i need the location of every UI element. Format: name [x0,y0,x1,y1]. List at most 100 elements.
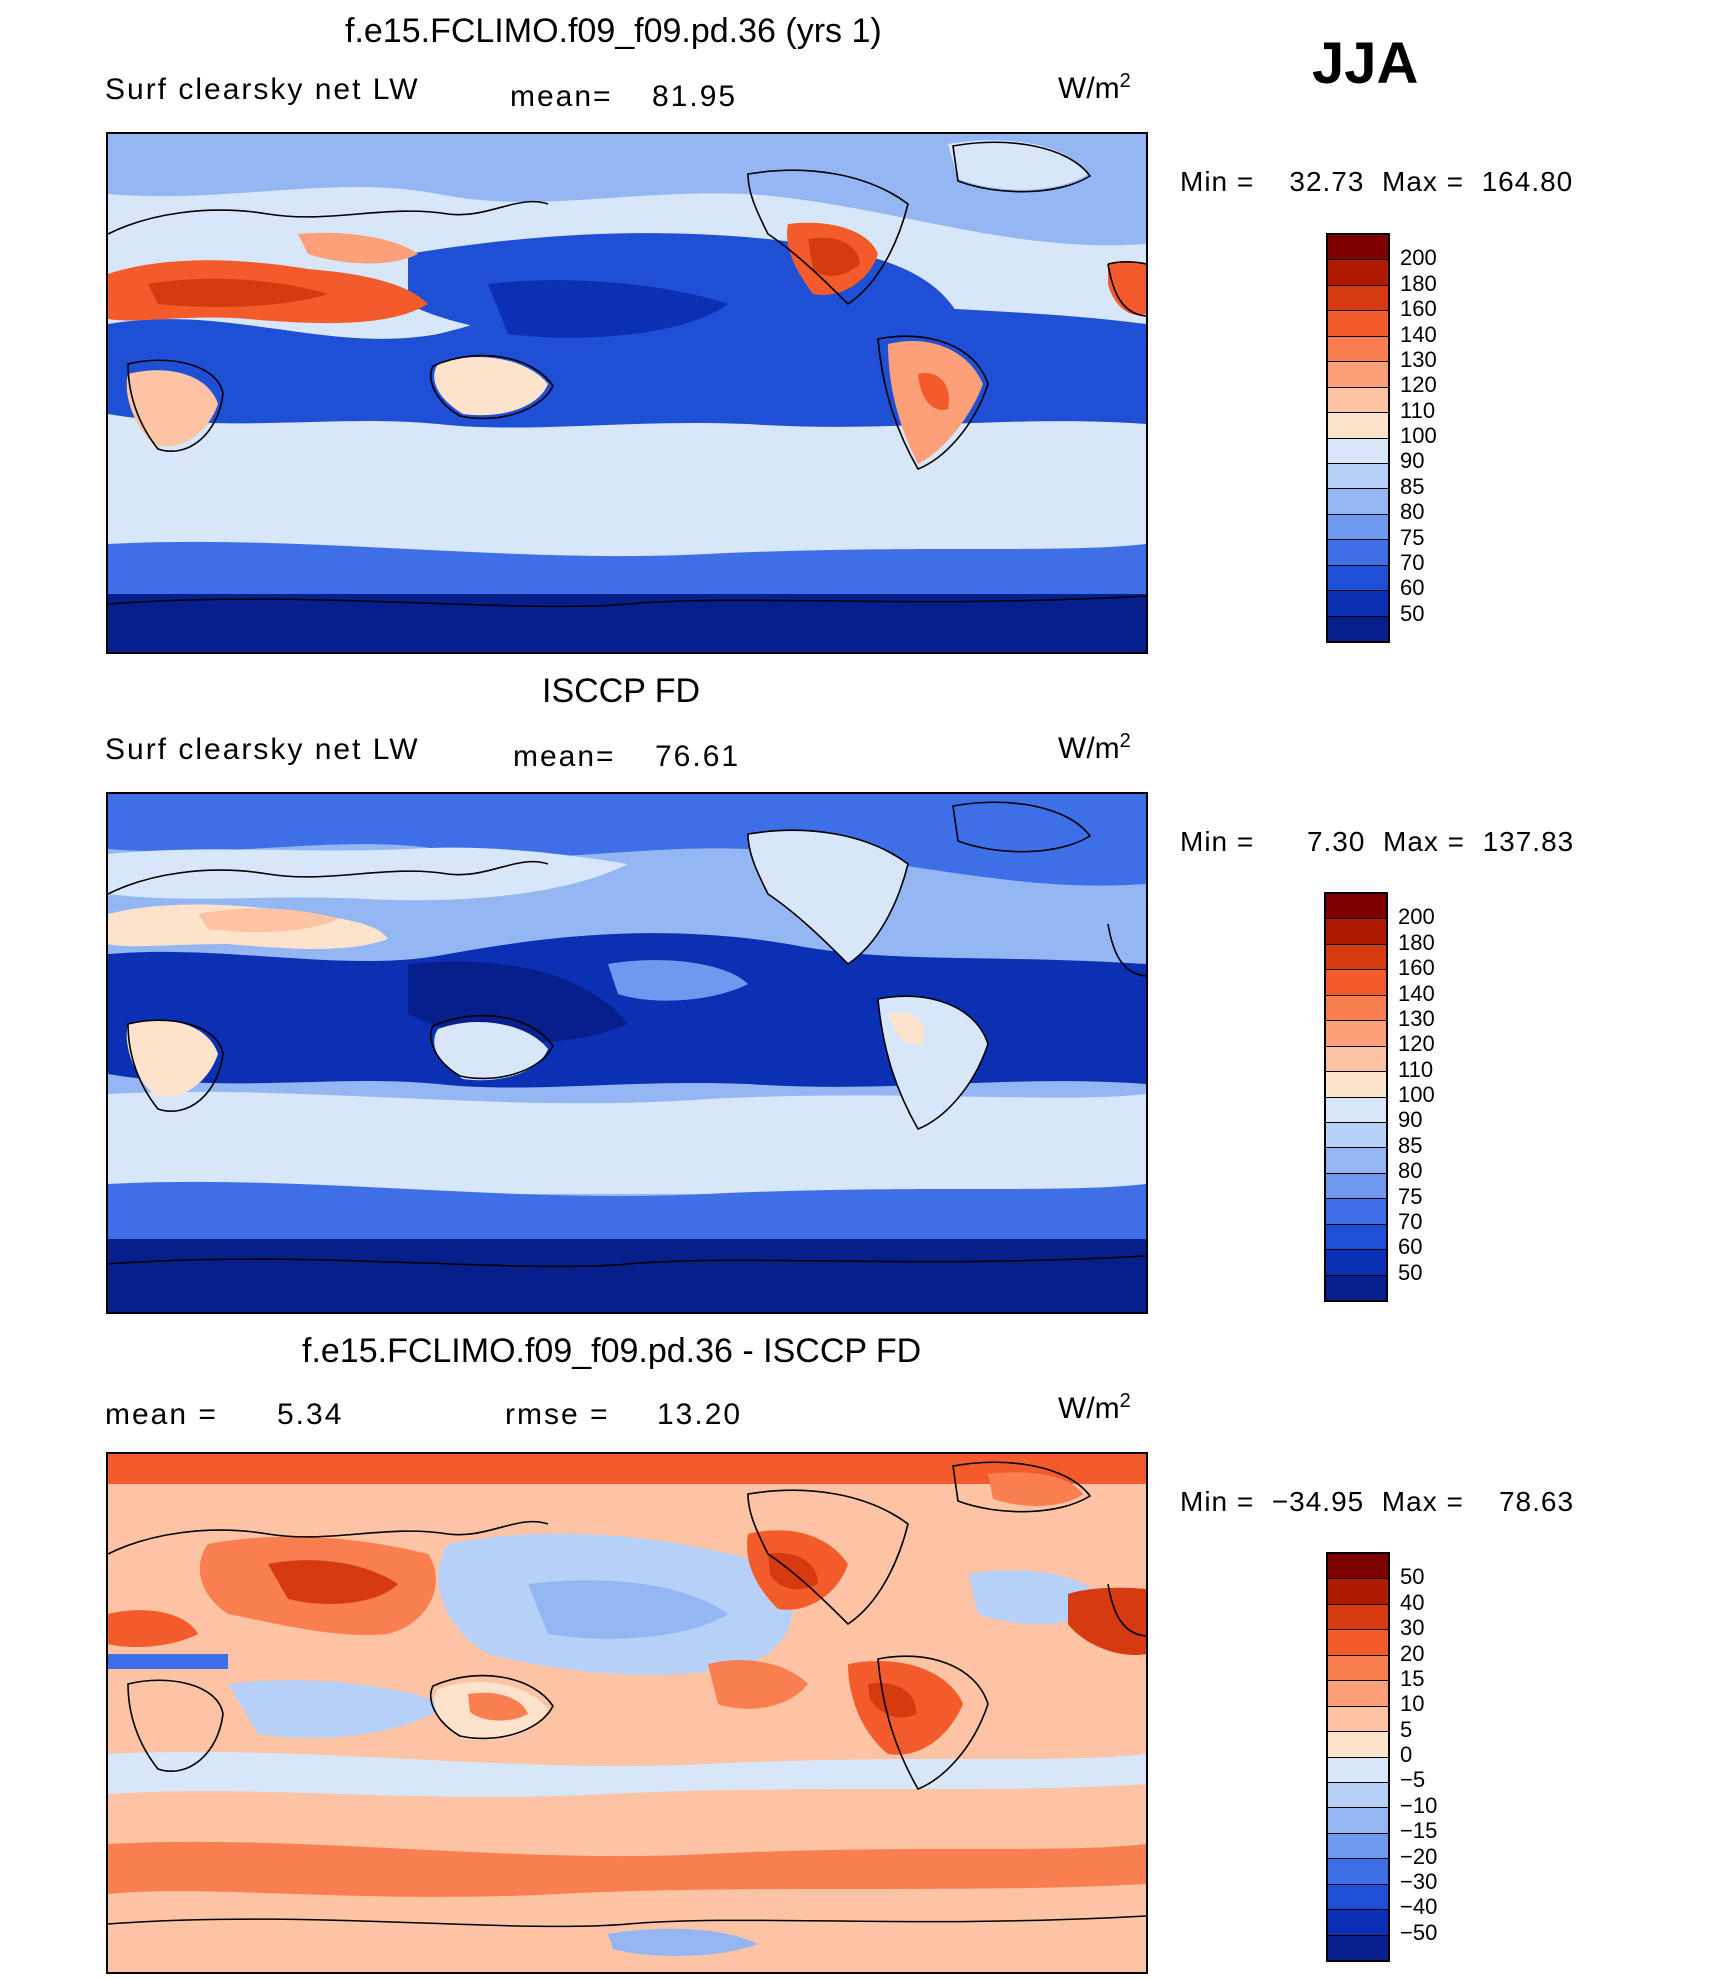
units-exponent: 2 [1119,70,1131,92]
colorbar-swatch [1328,1578,1388,1604]
panel-obs-title: ISCCP FD [542,672,701,710]
colorbar-label: −5 [1400,1767,1426,1793]
colorbar-label: 90 [1400,448,1425,474]
colorbar-label: −50 [1400,1919,1438,1945]
colorbar-label: 85 [1398,1132,1423,1158]
colorbar-label: 200 [1400,245,1437,271]
colorbar-swatch [1328,513,1388,540]
colorbar-swatch [1328,235,1388,260]
panel-diff-min-label: Min = [1180,1486,1255,1517]
colorbar-swatch [1328,615,1388,641]
colorbar-label: 80 [1398,1158,1423,1184]
panel-obs-mean-value: 76.61 [655,740,741,773]
colorbar-label: 130 [1400,346,1437,372]
colorbar-swatch [1328,284,1388,311]
colorbar-swatch [1326,1045,1386,1072]
colorbar-swatch [1328,1680,1388,1706]
colorbar-swatch [1326,943,1386,970]
colorbar-label: 110 [1398,1056,1434,1082]
colorbar-swatch [1326,1096,1386,1122]
panel-diff-rmse-value: 13.20 [657,1398,743,1431]
colorbar-swatch [1328,386,1388,413]
colorbar-label: 100 [1400,423,1437,448]
panel-model-map-field [108,134,1146,652]
panel-model-field-label: Surf clearsky net LW [105,73,420,106]
colorbar-swatch [1326,969,1386,995]
colorbar-swatch [1328,1756,1388,1782]
colorbar-label: 140 [1400,321,1437,347]
colorbar-label: −40 [1400,1894,1438,1920]
panel-model-mean-value: 81.95 [652,80,738,113]
colorbar-swatch [1326,1020,1386,1046]
panel-model-title: f.e15.FCLIMO.f09_f09.pd.36 (yrs 1) [345,12,882,50]
colorbar-label: 50 [1400,600,1425,626]
colorbar-swatch [1328,310,1388,336]
colorbar-label: 50 [1400,1564,1425,1590]
colorbar-swatch [1328,1883,1388,1910]
colorbar-swatch [1328,335,1388,362]
colorbar-swatch [1328,1934,1388,1960]
colorbar-label: 100 [1398,1082,1435,1107]
colorbar-label: 85 [1400,473,1425,499]
colorbar-swatch [1328,590,1388,616]
panel-model-max-value: 164.80 [1481,166,1574,197]
colorbar-label: 200 [1398,904,1435,930]
colorbar-label: 130 [1398,1005,1435,1031]
panel-model-min-label: Min = [1180,166,1255,197]
colorbar-label: 75 [1398,1183,1423,1209]
colorbar-swatch [1326,1198,1386,1224]
colorbar-label: 60 [1400,575,1425,601]
panel-model-colorbar [1326,233,1390,643]
panel-model-units: W/m2 [1058,70,1131,106]
panel-obs-mean-label: mean= [513,740,616,773]
panel-model-map [106,132,1148,654]
colorbar-swatch [1326,1223,1386,1250]
colorbar-label: 70 [1398,1208,1423,1234]
colorbar-label: 40 [1400,1589,1425,1615]
panel-obs-field-label: Surf clearsky net LW [105,733,420,766]
panel-diff-mean-label: mean = [105,1398,218,1431]
colorbar-swatch [1328,1705,1388,1732]
panel-diff-units: W/m2 [1058,1390,1131,1426]
units-base: W/m [1058,1392,1120,1425]
colorbar-swatch [1328,1909,1388,1935]
colorbar-swatch [1326,1071,1386,1097]
colorbar-swatch [1328,1629,1388,1655]
colorbar-swatch [1326,1274,1386,1300]
panel-obs-map [106,792,1148,1314]
units-exponent: 2 [1119,1390,1131,1412]
colorbar-label: 140 [1398,980,1435,1006]
colorbar-label: 90 [1398,1107,1423,1133]
colorbar-label: 20 [1400,1640,1425,1666]
colorbar-swatch [1328,1554,1388,1579]
panel-obs-max-value: 137.83 [1482,826,1575,857]
panel-obs-map-field [108,794,1146,1312]
colorbar-label: 160 [1398,955,1435,981]
colorbar-swatch [1328,412,1388,438]
panel-obs-colorbar [1324,892,1388,1302]
panel-diff-title: f.e15.FCLIMO.f09_f09.pd.36 - ISCCP FD [302,1332,922,1370]
panel-diff-minmax: Min = −34.95 Max = 78.63 [1180,1486,1574,1518]
colorbar-label: 30 [1400,1615,1425,1641]
colorbar-swatch [1328,488,1388,514]
colorbar-swatch [1326,918,1386,944]
panel-model-max-label: Max = [1382,166,1465,197]
panel-obs-max-label: Max = [1383,826,1466,857]
colorbar-label: −15 [1400,1818,1438,1844]
colorbar-swatch [1328,539,1388,565]
colorbar-label: 80 [1400,499,1425,525]
colorbar-swatch [1328,361,1388,387]
colorbar-label: 70 [1400,549,1425,575]
colorbar-swatch [1328,437,1388,463]
colorbar-label: 0 [1400,1742,1413,1767]
colorbar-label: 160 [1400,296,1437,322]
colorbar-swatch [1328,1731,1388,1757]
colorbar-swatch [1326,894,1386,919]
panel-model-min-value: 32.73 [1289,166,1365,197]
colorbar-label: 180 [1400,270,1437,296]
panel-model-minmax: Min = 32.73 Max = 164.80 [1180,166,1573,198]
colorbar-swatch [1328,564,1388,591]
panel-diff-max-label: Max = [1381,1486,1464,1517]
panel-obs-minmax: Min = 7.30 Max = 137.83 [1180,826,1574,858]
panel-diff-min-value: −34.95 [1271,1486,1365,1517]
